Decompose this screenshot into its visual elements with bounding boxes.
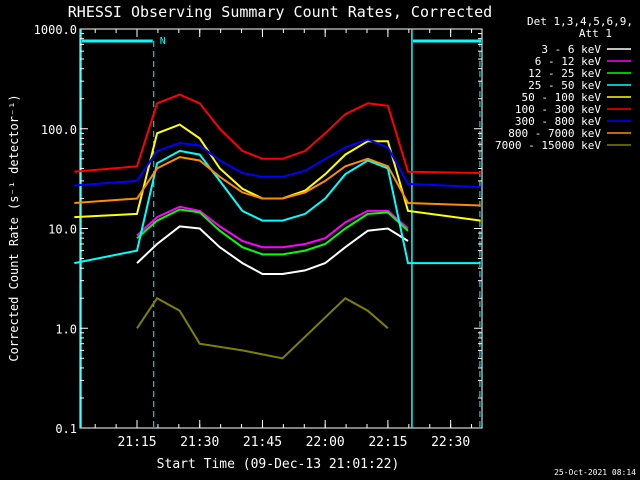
legend-label: 100 - 300 keV (515, 103, 601, 116)
series-line-8 (74, 156, 481, 207)
legend-label: 800 - 7000 keV (508, 127, 601, 140)
legend-label: 7000 - 15000 keV (495, 139, 601, 152)
x-axis-label: Start Time (09-Dec-13 21:01:22) (157, 457, 400, 472)
series-line-3 (136, 208, 409, 256)
legend-header-line-2: Att 1 (579, 27, 612, 40)
legend-header-line-1: Det 1,3,4,5,6,9, (527, 15, 633, 28)
legend-label: 3 - 6 keV (541, 43, 601, 56)
series-line-7 (74, 138, 481, 189)
series-line-1 (136, 225, 409, 275)
y-tick-label: 100.0 (41, 123, 77, 137)
x-tick-label: 22:15 (368, 435, 407, 450)
series-line-6 (74, 93, 481, 174)
legend-label: 12 - 25 keV (528, 67, 601, 80)
chart-title: RHESSI Observing Summary Count Rates, Co… (68, 3, 492, 21)
night-marker: N (160, 36, 166, 47)
y-tick-label: 1000.0 (34, 23, 77, 37)
y-tick-label: 1.0 (55, 322, 77, 336)
series-line-4 (74, 149, 481, 265)
series-line-9 (136, 296, 389, 360)
x-tick-label: 22:30 (431, 435, 470, 450)
legend-label: 300 - 800 keV (515, 115, 601, 128)
plot-frame (79, 28, 483, 429)
x-tick-label: 21:15 (117, 435, 156, 450)
legend-label: 50 - 100 keV (522, 91, 602, 104)
series-line-2 (136, 205, 409, 249)
y-tick-label: 10.0 (48, 223, 77, 237)
x-tick-label: 21:30 (180, 435, 219, 450)
y-tick-label: 0.1 (55, 422, 77, 436)
timestamp: 25-Oct-2021 08:14 (554, 468, 636, 477)
legend-label: 6 - 12 keV (535, 55, 602, 68)
y-axis-label: Corrected Count Rate (s⁻¹ detector⁻¹) (7, 94, 21, 361)
legend-label: 25 - 50 keV (528, 79, 601, 92)
x-tick-label: 21:45 (243, 435, 282, 450)
x-tick-label: 22:00 (306, 435, 345, 450)
